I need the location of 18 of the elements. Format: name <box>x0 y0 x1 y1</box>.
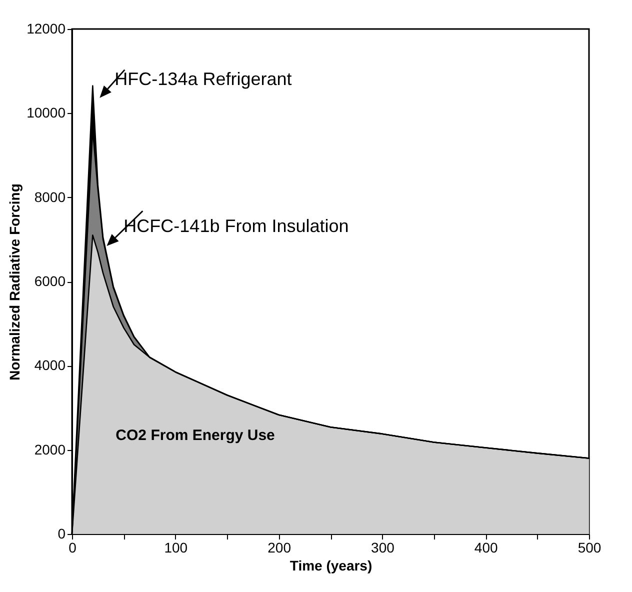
y-tick-label: 8000 <box>34 188 66 205</box>
series-label: HFC-134a Refrigerant <box>114 68 292 89</box>
y-tick-label: 12000 <box>26 20 66 36</box>
series-label: CO2 From Energy Use <box>116 427 275 444</box>
y-tick-label: 4000 <box>34 357 66 374</box>
y-tick-label: 0 <box>58 526 66 542</box>
x-tick-label: 500 <box>578 540 602 556</box>
x-tick-label: 0 <box>68 540 77 556</box>
x-tick-label: 100 <box>164 540 188 556</box>
x-tick-label: 400 <box>474 540 498 556</box>
x-tick-label: 200 <box>268 540 292 556</box>
y-axis-title: Normalized Radiative Forcing <box>6 184 23 380</box>
y-tick-label: 10000 <box>26 104 66 121</box>
x-tick-label: 300 <box>371 540 395 556</box>
x-axis-title: Time (years) <box>290 558 372 574</box>
y-tick-label: 2000 <box>34 441 66 458</box>
y-tick-label: 6000 <box>34 273 66 289</box>
series-label: HCFC-141b From Insulation <box>124 216 349 236</box>
